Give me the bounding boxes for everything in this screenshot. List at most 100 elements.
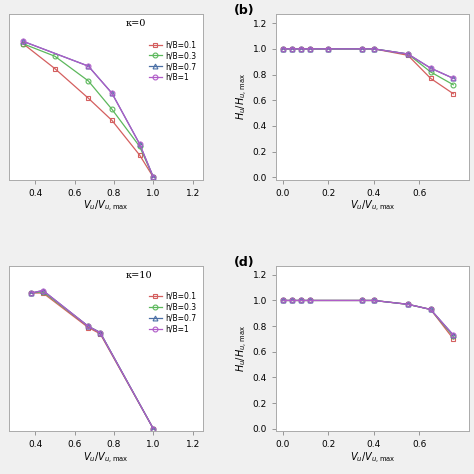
h/B=0.1: [428, 307, 433, 312]
h/B=0.1: [360, 46, 365, 52]
Line: h/B=0.1: h/B=0.1: [281, 46, 456, 96]
h/B=0.3: [298, 46, 304, 52]
h/B=0.3: [450, 334, 456, 339]
h/B=0.1: [109, 118, 115, 123]
Line: h/B=0.7: h/B=0.7: [281, 298, 456, 337]
h/B=1: [428, 307, 433, 312]
Line: h/B=0.1: h/B=0.1: [281, 298, 456, 341]
X-axis label: $V_u/V_{u,\mathrm{max}}$: $V_u/V_{u,\mathrm{max}}$: [350, 451, 395, 466]
h/B=0.3: [450, 82, 456, 88]
h/B=0.3: [371, 46, 377, 52]
Line: h/B=0.3: h/B=0.3: [281, 46, 456, 87]
h/B=1: [360, 46, 365, 52]
h/B=1: [371, 298, 377, 303]
h/B=1: [151, 426, 156, 432]
h/B=0.3: [298, 298, 304, 303]
h/B=1: [20, 38, 26, 44]
h/B=0.3: [97, 330, 103, 336]
h/B=0.3: [307, 46, 313, 52]
Line: h/B=0.7: h/B=0.7: [29, 288, 156, 431]
h/B=1: [326, 46, 331, 52]
Line: h/B=1: h/B=1: [281, 298, 456, 337]
X-axis label: $V_u/V_{u,\mathrm{max}}$: $V_u/V_{u,\mathrm{max}}$: [83, 451, 129, 466]
Legend: h/B=0.1, h/B=0.3, h/B=0.7, h/B=1: h/B=0.1, h/B=0.3, h/B=0.7, h/B=1: [146, 38, 199, 84]
Line: h/B=0.7: h/B=0.7: [21, 39, 156, 180]
h/B=0.1: [298, 46, 304, 52]
h/B=0.7: [151, 426, 156, 432]
Line: h/B=0.3: h/B=0.3: [21, 41, 156, 180]
h/B=0.1: [450, 91, 456, 97]
h/B=1: [307, 46, 313, 52]
h/B=0.3: [360, 46, 365, 52]
Line: h/B=0.1: h/B=0.1: [29, 291, 156, 431]
h/B=0.1: [307, 46, 313, 52]
Line: h/B=1: h/B=1: [281, 46, 456, 81]
h/B=1: [307, 298, 313, 303]
h/B=0.7: [360, 46, 365, 52]
h/B=0.7: [326, 46, 331, 52]
h/B=0.3: [20, 41, 26, 47]
h/B=0.3: [151, 174, 156, 180]
h/B=1: [450, 332, 456, 338]
h/B=0.1: [20, 41, 26, 47]
h/B=0.7: [40, 288, 46, 293]
h/B=0.1: [97, 331, 103, 337]
h/B=0.1: [280, 298, 286, 303]
Line: h/B=1: h/B=1: [21, 39, 156, 180]
h/B=0.7: [371, 46, 377, 52]
Legend: h/B=0.1, h/B=0.3, h/B=0.7, h/B=1: h/B=0.1, h/B=0.3, h/B=0.7, h/B=1: [146, 290, 199, 336]
h/B=0.7: [450, 332, 456, 338]
h/B=0.7: [109, 91, 115, 96]
Line: h/B=0.1: h/B=0.1: [21, 41, 156, 180]
h/B=0.1: [85, 95, 91, 101]
h/B=0.1: [85, 325, 91, 330]
Line: h/B=0.3: h/B=0.3: [29, 289, 156, 431]
h/B=0.1: [289, 46, 295, 52]
h/B=0.3: [326, 46, 331, 52]
h/B=0.3: [289, 298, 295, 303]
h/B=1: [298, 46, 304, 52]
h/B=1: [289, 298, 295, 303]
Line: h/B=0.7: h/B=0.7: [281, 46, 456, 81]
h/B=0.7: [450, 75, 456, 81]
h/B=0.7: [371, 298, 377, 303]
h/B=0.7: [28, 290, 34, 296]
h/B=0.3: [428, 307, 433, 312]
h/B=0.7: [280, 46, 286, 52]
h/B=0.1: [428, 75, 433, 81]
Text: κ=10: κ=10: [126, 271, 152, 280]
h/B=1: [40, 288, 46, 293]
h/B=1: [280, 298, 286, 303]
h/B=0.1: [28, 290, 34, 296]
h/B=0.1: [137, 152, 142, 158]
h/B=0.3: [428, 69, 433, 75]
h/B=0.1: [298, 298, 304, 303]
h/B=0.7: [298, 46, 304, 52]
X-axis label: $V_u/V_{u,\mathrm{max}}$: $V_u/V_{u,\mathrm{max}}$: [350, 199, 395, 214]
Text: κ=0: κ=0: [126, 19, 146, 28]
h/B=0.3: [289, 46, 295, 52]
h/B=0.3: [52, 54, 58, 59]
h/B=0.3: [280, 46, 286, 52]
h/B=1: [97, 330, 103, 336]
h/B=0.7: [85, 63, 91, 69]
h/B=0.3: [40, 289, 46, 295]
h/B=0.7: [137, 141, 142, 147]
h/B=0.3: [28, 290, 34, 296]
h/B=0.1: [405, 301, 411, 307]
h/B=0.1: [371, 298, 377, 303]
h/B=0.3: [151, 426, 156, 432]
h/B=0.7: [307, 46, 313, 52]
h/B=0.1: [289, 298, 295, 303]
h/B=1: [371, 46, 377, 52]
h/B=1: [428, 65, 433, 71]
h/B=1: [298, 298, 304, 303]
h/B=0.3: [280, 298, 286, 303]
h/B=0.1: [151, 174, 156, 180]
h/B=0.7: [428, 307, 433, 312]
h/B=0.1: [360, 298, 365, 303]
h/B=0.1: [52, 66, 58, 72]
h/B=0.1: [151, 426, 156, 432]
h/B=0.1: [326, 46, 331, 52]
h/B=0.7: [428, 65, 433, 71]
